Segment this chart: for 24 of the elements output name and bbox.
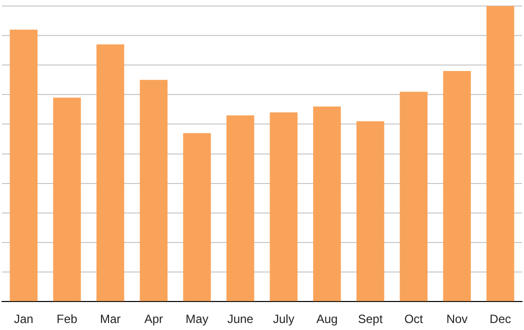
- x-tick-label: Feb: [56, 312, 78, 326]
- bar: [356, 121, 384, 302]
- x-tick-label: Jan: [14, 312, 34, 326]
- x-tick-label: Aug: [316, 312, 338, 326]
- x-tick-label: Mar: [100, 312, 121, 326]
- bar: [486, 6, 514, 302]
- x-tick-label: May: [186, 312, 208, 326]
- x-tick-label: July: [272, 312, 294, 326]
- bar: [140, 80, 168, 302]
- bar: [53, 98, 81, 302]
- x-tick-label: Sept: [358, 312, 384, 326]
- x-tick-label: Apr: [144, 312, 164, 326]
- bar: [443, 71, 471, 302]
- bar: [400, 92, 428, 302]
- bar: [183, 133, 211, 302]
- bar: [270, 112, 298, 302]
- bar: [96, 44, 124, 302]
- bar: [10, 30, 38, 302]
- bar: [226, 115, 254, 302]
- x-tick-label: Dec: [490, 312, 512, 326]
- x-tick-label: Oct: [404, 312, 424, 326]
- x-tick-label: June: [227, 312, 254, 326]
- x-tick-label: Nov: [446, 312, 468, 326]
- bar: [313, 106, 341, 302]
